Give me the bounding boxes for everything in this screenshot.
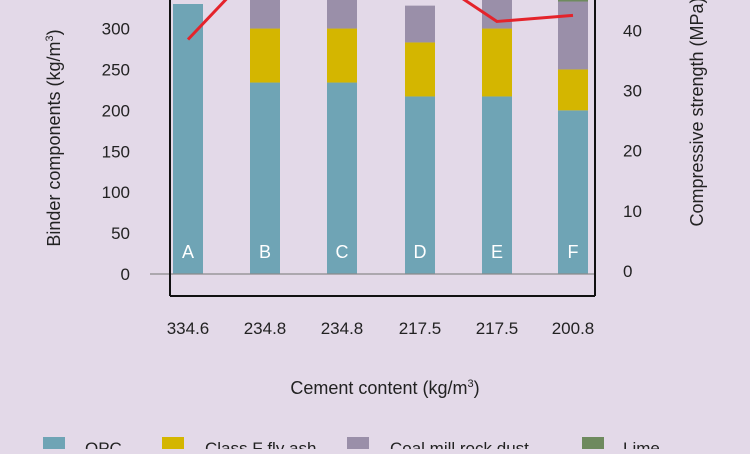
y2-tick-label: 30	[623, 82, 642, 101]
x-tick-label: 334.6	[167, 319, 210, 338]
bar-segment-class-f-fly-ash-1	[250, 28, 280, 83]
y2-tick-label: 40	[623, 21, 642, 40]
legend-label-1: Class F fly ash	[205, 439, 316, 449]
x-tick-label: 234.8	[244, 319, 287, 338]
y-tick-label: 200	[102, 101, 130, 120]
bar-segment-coal-mill-rock-dust-1	[250, 0, 280, 29]
x-tick-label: 217.5	[476, 319, 519, 338]
bar-segment-opc-0	[173, 4, 203, 274]
labels-layer: Cement content (kg/m3) Binder components…	[44, 0, 707, 398]
legend-swatch-1	[162, 437, 184, 451]
bar-label-c: C	[336, 242, 349, 262]
bars-layer: A B C D E F	[173, 0, 588, 274]
x-tick-label: 234.8	[321, 319, 364, 338]
bar-label-d: D	[414, 242, 427, 262]
bar-segment-coal-mill-rock-dust-2	[327, 0, 357, 29]
bar-segment-class-f-fly-ash-2	[327, 28, 357, 83]
y-tick-label: 100	[102, 183, 130, 202]
x-tick-label: 217.5	[399, 319, 442, 338]
bar-label-a: A	[182, 242, 194, 262]
y2-tick-label: 0	[623, 262, 632, 281]
y-tick-label: 150	[102, 142, 130, 161]
bar-segment-class-f-fly-ash-3	[405, 42, 435, 97]
legend-label-3: Lime	[623, 439, 660, 449]
legend: OPC Class F fly ash Coal mill rock dust Lim…	[43, 437, 660, 454]
bar-segment-opc-3	[405, 96, 435, 274]
bar-label-f: F	[568, 242, 579, 262]
x-axis-title: Cement content (kg/m3)	[290, 378, 479, 398]
bar-segment-class-f-fly-ash-4	[482, 28, 512, 97]
legend-swatch-2	[347, 437, 369, 451]
bar-segment-opc-2	[327, 82, 357, 274]
bar-segment-coal-mill-rock-dust-3	[405, 5, 435, 43]
y-tick-label: 50	[111, 224, 130, 243]
bar-segment-opc-1	[250, 82, 280, 274]
bar-segment-coal-mill-rock-dust-5	[558, 1, 588, 70]
bar-label-e: E	[491, 242, 503, 262]
compressive-strength-line	[186, 0, 574, 41]
legend-label-0: OPC	[85, 439, 122, 449]
bar-segment-class-f-fly-ash-5	[558, 69, 588, 111]
x-tick-label: 200.8	[552, 319, 595, 338]
legend-swatch-3	[582, 437, 604, 451]
y2-axis-title: Compressive strength (MPa)	[687, 0, 707, 227]
axes-layer: 334.6 234.8 234.8 217.5 217.5 200.80501001502…	[102, 0, 642, 338]
legend-swatch-0	[43, 437, 65, 451]
y2-tick-label: 10	[623, 202, 642, 221]
bar-segment-opc-5	[558, 110, 588, 274]
y-tick-label: 0	[121, 265, 130, 284]
bar-label-b: B	[259, 242, 271, 262]
bar-segment-opc-4	[482, 96, 512, 274]
legend-label-2: Coal mill rock dust	[390, 439, 529, 449]
bar-segment-lime-5	[558, 0, 588, 2]
y-tick-label: 300	[102, 20, 130, 39]
y-tick-label: 250	[102, 60, 130, 79]
strength-line-layer	[186, 0, 574, 41]
y2-tick-label: 20	[623, 142, 642, 161]
y-axis-title: Binder components (kg/m3)	[44, 29, 64, 246]
